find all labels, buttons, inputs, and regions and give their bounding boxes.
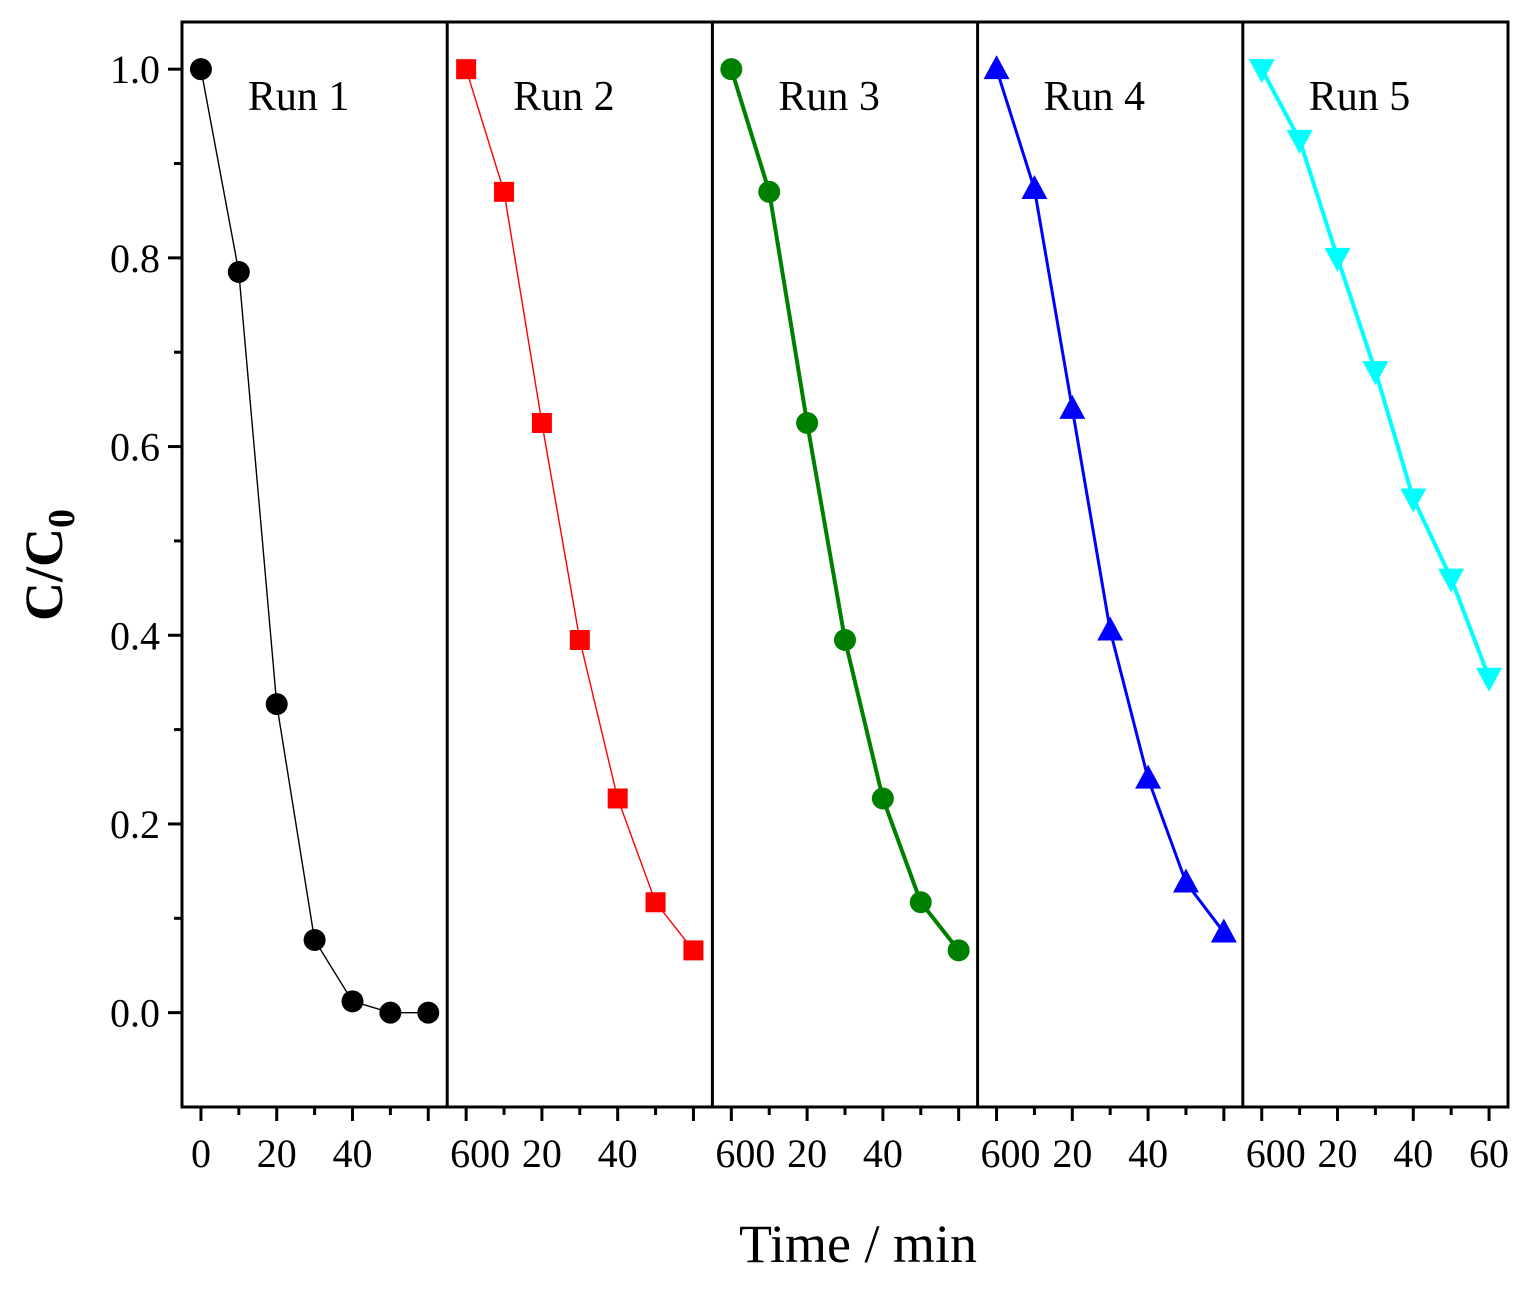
x-tick-label: 600: [1246, 1131, 1306, 1176]
data-point: [227, 261, 250, 284]
x-tick-label: 20: [257, 1131, 297, 1176]
data-point: [947, 939, 970, 962]
data-point: [494, 181, 515, 202]
x-tick-label: 20: [787, 1131, 827, 1176]
x-tick-label: 20: [1052, 1131, 1092, 1176]
y-tick-label: 1.0: [110, 47, 160, 92]
series-line: [200, 69, 429, 1014]
data-point: [720, 58, 743, 81]
series-2: [456, 59, 704, 961]
x-tick-label: 20: [1318, 1131, 1358, 1176]
data-point: [834, 628, 856, 651]
data-point: [417, 1001, 440, 1024]
x-axis-title: Time / min: [739, 1214, 977, 1274]
run-label: Run 4: [1044, 74, 1146, 120]
run-label: Run 1: [248, 74, 350, 120]
data-point: [607, 788, 628, 809]
x-tick-label: 600: [981, 1131, 1041, 1176]
data-point: [189, 58, 212, 81]
series-3: [720, 58, 970, 962]
data-point: [871, 787, 894, 810]
data-point: [1021, 174, 1048, 199]
data-point: [531, 412, 552, 433]
data-point: [1286, 129, 1313, 154]
data-point: [1210, 918, 1237, 943]
data-point: [1059, 394, 1086, 419]
x-tick-label: 40: [1128, 1131, 1168, 1176]
x-tick-label: 60: [1469, 1131, 1509, 1176]
data-point: [265, 693, 288, 716]
data-point: [569, 629, 590, 650]
data-point: [1097, 616, 1124, 641]
series-1: [189, 58, 440, 1024]
x-tick-label: 0: [191, 1131, 211, 1176]
run-label: Run 2: [513, 74, 615, 120]
data-point: [758, 180, 781, 203]
data-point: [341, 990, 364, 1013]
y-axis-title: C/C0: [14, 509, 83, 621]
data-point: [303, 929, 326, 952]
y-tick-label: 0.6: [110, 425, 160, 470]
data-point: [1476, 667, 1503, 692]
data-point: [1400, 488, 1427, 513]
series-5: [1248, 59, 1503, 692]
x-tick-label: 40: [598, 1131, 638, 1176]
data-point: [1248, 59, 1275, 84]
data-point: [1362, 361, 1389, 386]
y-tick-label: 0.8: [110, 236, 160, 281]
data-point: [1438, 568, 1465, 593]
x-tick-label: 600: [450, 1131, 510, 1176]
axis-layer: 0.00.20.40.60.81.00 20 40 600 20 40 600 20 40 600…: [110, 20, 1510, 1176]
y-tick-label: 0.0: [110, 991, 160, 1036]
data-point: [456, 59, 477, 80]
plot-frame: [180, 20, 1510, 1109]
data-point: [683, 940, 704, 961]
data-point: [1172, 868, 1199, 893]
x-tick-label: 20: [522, 1131, 562, 1176]
data-point: [1135, 764, 1162, 789]
data-point: [645, 892, 666, 913]
run-label: Run 5: [1309, 74, 1411, 120]
data-point: [983, 55, 1010, 80]
x-tick-label: 40: [1393, 1131, 1433, 1176]
series-layer: [189, 55, 1503, 1024]
y-tick-label: 0.4: [110, 613, 160, 658]
x-tick-label: 40: [332, 1131, 372, 1176]
data-point: [379, 1001, 402, 1024]
data-point: [796, 411, 819, 434]
data-point: [1324, 247, 1351, 272]
y-tick-label: 0.2: [110, 802, 160, 847]
x-tick-label: 40: [863, 1131, 903, 1176]
series-4: [983, 55, 1237, 943]
data-point: [909, 891, 932, 914]
x-tick-label: 600: [715, 1131, 775, 1176]
run-label: Run 3: [778, 74, 880, 120]
y-axis-title-subscript: 0: [41, 509, 83, 528]
